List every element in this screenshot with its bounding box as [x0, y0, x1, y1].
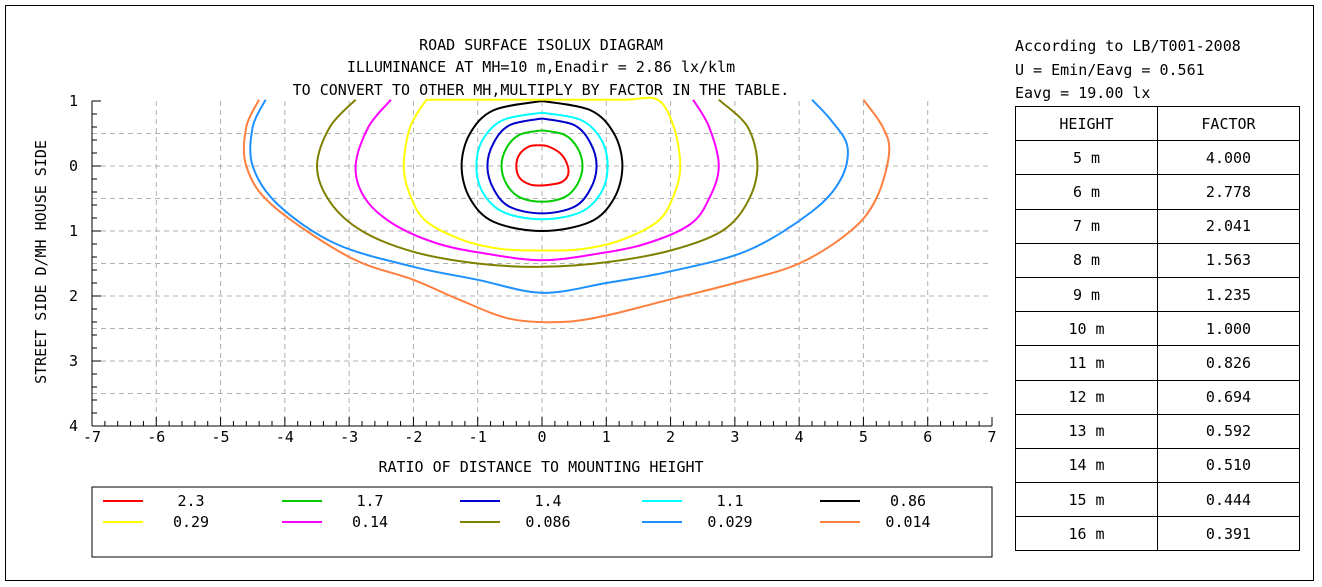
factor-cell: 1.563: [1157, 242, 1300, 278]
isolux-curve-6: [354, 99, 720, 262]
isolux-curve-2: [486, 117, 598, 215]
isolux-curve-7: [315, 98, 759, 268]
x-tick-label: 1: [602, 428, 611, 446]
table-header-cell: FACTOR: [1157, 105, 1300, 142]
legend-label: 0.029: [707, 513, 752, 531]
table-header-row: HEIGHT FACTOR: [1015, 105, 1300, 142]
isolux-curve-5: [402, 96, 682, 252]
isolux-curve-3: [475, 111, 609, 221]
y-tick-label: 3: [69, 352, 78, 370]
x-tick-label: -7: [83, 428, 101, 446]
factor-cell: 0.510: [1157, 447, 1300, 484]
height-cell: 13 m: [1015, 413, 1158, 449]
x-tick-label: -4: [276, 428, 294, 446]
height-cell: 5 m: [1015, 140, 1158, 176]
table-row: 11 m 0.826: [1015, 345, 1300, 381]
height-cell: 16 m: [1015, 516, 1158, 552]
legend-label: 1.1: [716, 492, 743, 510]
y-tick-label: 1: [69, 92, 78, 110]
table-row: 5 m 4.000: [1015, 140, 1300, 176]
legend-label: 0.86: [890, 492, 926, 510]
legend-label: 0.29: [173, 513, 209, 531]
table-row: 10 m 1.000: [1015, 311, 1300, 347]
chart-subtitle-2: TO CONVERT TO OTHER MH,MULTIPLY BY FACTO…: [293, 81, 790, 99]
factor-cell: 0.391: [1157, 516, 1300, 552]
factor-cell: 2.778: [1157, 174, 1300, 210]
factor-cell: 0.826: [1157, 345, 1300, 381]
table-row: 16 m 0.391: [1015, 516, 1300, 552]
x-tick-label: -5: [212, 428, 230, 446]
height-cell: 7 m: [1015, 208, 1158, 244]
legend-label: 2.3: [177, 492, 204, 510]
x-tick-label: -2: [404, 428, 422, 446]
y-tick-label: 0: [69, 157, 78, 175]
legend-label: 0.014: [885, 513, 930, 531]
legend-label: 0.14: [352, 513, 388, 531]
table-row: 12 m 0.694: [1015, 379, 1300, 415]
table-row: 6 m 2.778: [1015, 174, 1300, 210]
table-row: 15 m 0.444: [1015, 482, 1300, 518]
x-tick-label: 2: [666, 428, 675, 446]
factor-cell: 0.694: [1157, 379, 1300, 415]
isolux-curve-8: [249, 99, 849, 294]
isolux-curve-1: [500, 129, 584, 203]
x-tick-label: -3: [340, 428, 358, 446]
legend-label: 0.086: [525, 513, 570, 531]
legend-box: [91, 486, 993, 558]
height-cell: 12 m: [1015, 379, 1158, 415]
height-cell: 10 m: [1015, 311, 1158, 347]
height-cell: 8 m: [1015, 242, 1158, 278]
x-tick-label: 7: [987, 428, 996, 446]
chart-title: ROAD SURFACE ISOLUX DIAGRAM: [419, 36, 663, 54]
factor-cell: 2.041: [1157, 208, 1300, 244]
axes: -7 -6 -5 -4 -3 -2 -1 0 1 2 3 4 5 6 7 1 0 1 2 3 4: [69, 92, 997, 446]
x-tick-label: 4: [795, 428, 804, 446]
table-row: 7 m 2.041: [1015, 208, 1300, 244]
grid: [92, 101, 992, 426]
height-cell: 9 m: [1015, 276, 1158, 313]
isolux-curve-9: [242, 99, 891, 324]
y-tick-label: 2: [69, 287, 78, 305]
eavg-text: Eavg = 19.00 lx: [1015, 84, 1151, 102]
factor-cell: 0.444: [1157, 482, 1300, 518]
y-tick-label: 1: [69, 222, 78, 240]
y-tick-label: 4: [69, 417, 78, 435]
x-tick-label: 6: [923, 428, 932, 446]
y-axis-label: STREET SIDE D/MH HOUSE SIDE: [32, 140, 50, 384]
height-cell: 14 m: [1015, 447, 1158, 484]
x-tick-label: 0: [537, 428, 546, 446]
factor-cell: 1.000: [1157, 311, 1300, 347]
height-cell: 6 m: [1015, 174, 1158, 210]
factor-cell: 1.235: [1157, 276, 1300, 313]
legend: 2.3 1.7 1.4 1.1 0.86 0.29 0.14 0.086 0.029 0.014: [103, 492, 931, 531]
legend-label: 1.4: [534, 492, 561, 510]
table-row: 13 m 0.592: [1015, 413, 1300, 449]
chart-subtitle: ILLUMINANCE AT MH=10 m,Enadir = 2.86 lx/…: [347, 58, 735, 76]
x-tick-label: -1: [469, 428, 487, 446]
height-cell: 15 m: [1015, 482, 1158, 518]
table-row: 14 m 0.510: [1015, 447, 1300, 484]
isolux-curve-0: [515, 144, 570, 187]
isolux-curve-4: [460, 100, 624, 233]
table-header-cell: HEIGHT: [1015, 105, 1158, 142]
x-axis-label: RATIO OF DISTANCE TO MOUNTING HEIGHT: [378, 458, 703, 476]
factor-cell: 0.592: [1157, 413, 1300, 449]
legend-label: 1.7: [356, 492, 383, 510]
x-tick-label: 5: [859, 428, 868, 446]
standard-text: According to LB/T001-2008: [1015, 37, 1241, 55]
chart-frame: [5, 5, 1314, 581]
isolux-curves: [242, 96, 891, 324]
x-tick-label: 3: [730, 428, 739, 446]
table-row: 9 m 1.235: [1015, 276, 1300, 313]
uniformity-text: U = Emin/Eavg = 0.561: [1015, 61, 1205, 79]
factor-cell: 4.000: [1157, 140, 1300, 176]
height-cell: 11 m: [1015, 345, 1158, 381]
table-row: 8 m 1.563: [1015, 242, 1300, 278]
x-tick-label: -6: [147, 428, 165, 446]
